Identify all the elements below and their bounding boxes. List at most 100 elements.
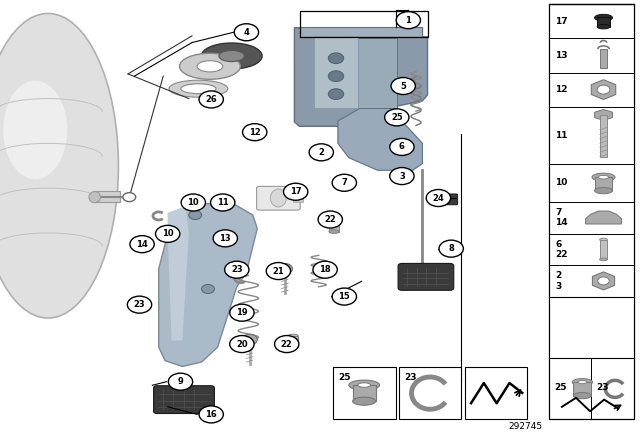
Text: 17: 17 xyxy=(556,17,568,26)
Circle shape xyxy=(385,109,409,126)
Text: 20: 20 xyxy=(236,340,248,349)
Ellipse shape xyxy=(353,397,376,405)
Bar xyxy=(300,11,428,37)
Ellipse shape xyxy=(3,81,67,179)
Circle shape xyxy=(328,71,344,82)
Circle shape xyxy=(597,85,610,94)
Ellipse shape xyxy=(595,14,612,21)
Text: 14: 14 xyxy=(136,240,148,249)
Bar xyxy=(600,49,607,68)
Bar xyxy=(600,240,607,259)
Ellipse shape xyxy=(181,84,216,94)
Text: 23: 23 xyxy=(596,383,609,392)
Text: 22: 22 xyxy=(281,340,292,349)
Text: 15: 15 xyxy=(339,292,350,301)
Text: 25: 25 xyxy=(338,373,351,382)
Text: 3: 3 xyxy=(399,172,404,181)
Ellipse shape xyxy=(288,334,298,338)
Circle shape xyxy=(277,263,292,274)
Ellipse shape xyxy=(179,53,241,79)
Text: 4: 4 xyxy=(243,28,250,37)
Circle shape xyxy=(199,91,223,108)
Text: 16: 16 xyxy=(205,410,217,419)
Bar xyxy=(329,220,339,232)
Ellipse shape xyxy=(600,258,607,261)
Text: 10: 10 xyxy=(162,229,173,238)
Circle shape xyxy=(130,236,154,253)
Circle shape xyxy=(156,225,180,242)
Text: 7: 7 xyxy=(342,178,347,187)
Bar xyxy=(399,367,461,419)
Circle shape xyxy=(275,336,299,353)
Text: 9: 9 xyxy=(178,377,183,386)
Circle shape xyxy=(390,168,414,185)
Text: 13: 13 xyxy=(556,51,568,60)
Polygon shape xyxy=(338,108,422,170)
Ellipse shape xyxy=(597,24,610,29)
Polygon shape xyxy=(168,206,189,340)
Circle shape xyxy=(211,194,235,211)
Ellipse shape xyxy=(592,173,615,181)
Ellipse shape xyxy=(349,380,380,390)
Circle shape xyxy=(328,89,344,99)
Text: 10: 10 xyxy=(188,198,199,207)
Text: 10: 10 xyxy=(556,178,568,187)
Polygon shape xyxy=(593,272,614,290)
Text: 17: 17 xyxy=(290,187,301,196)
Text: 19: 19 xyxy=(236,308,248,317)
Polygon shape xyxy=(595,109,612,120)
FancyBboxPatch shape xyxy=(398,263,454,290)
Bar xyxy=(465,367,527,419)
Bar xyxy=(293,194,303,202)
Circle shape xyxy=(284,183,308,200)
FancyBboxPatch shape xyxy=(154,386,214,414)
Bar xyxy=(333,367,396,419)
Ellipse shape xyxy=(358,383,371,387)
Bar xyxy=(288,336,298,347)
Ellipse shape xyxy=(169,80,228,97)
Bar xyxy=(353,385,376,401)
Circle shape xyxy=(332,174,356,191)
Polygon shape xyxy=(294,28,428,126)
Ellipse shape xyxy=(197,60,223,72)
Ellipse shape xyxy=(573,392,591,399)
Circle shape xyxy=(390,138,414,155)
Text: 23: 23 xyxy=(404,373,417,382)
Ellipse shape xyxy=(578,380,587,383)
Text: 13: 13 xyxy=(220,234,231,243)
Text: 7
14: 7 14 xyxy=(556,208,568,228)
Circle shape xyxy=(391,78,415,95)
FancyBboxPatch shape xyxy=(257,186,300,210)
Circle shape xyxy=(199,406,223,423)
Ellipse shape xyxy=(600,238,607,241)
Circle shape xyxy=(123,193,136,202)
Ellipse shape xyxy=(598,176,609,179)
Circle shape xyxy=(242,334,257,345)
Text: 22: 22 xyxy=(324,215,336,224)
Circle shape xyxy=(266,263,291,280)
Text: 12: 12 xyxy=(249,128,260,137)
Text: 2: 2 xyxy=(318,148,324,157)
Circle shape xyxy=(318,211,342,228)
Ellipse shape xyxy=(288,345,298,349)
Bar xyxy=(358,38,397,108)
Circle shape xyxy=(598,277,609,285)
Circle shape xyxy=(328,53,344,64)
Text: 8: 8 xyxy=(449,244,454,253)
Text: 25: 25 xyxy=(554,383,567,392)
Ellipse shape xyxy=(295,188,304,196)
Bar xyxy=(549,4,634,419)
Bar xyxy=(595,177,612,191)
Ellipse shape xyxy=(572,379,593,386)
Circle shape xyxy=(332,288,356,305)
Bar xyxy=(600,115,607,158)
Polygon shape xyxy=(159,204,257,366)
Circle shape xyxy=(202,284,214,293)
Ellipse shape xyxy=(329,219,339,223)
Text: 23: 23 xyxy=(134,300,145,309)
Polygon shape xyxy=(314,36,358,108)
Text: 6: 6 xyxy=(399,142,405,151)
Text: 6
22: 6 22 xyxy=(556,240,568,259)
Text: 25: 25 xyxy=(391,113,403,122)
Circle shape xyxy=(213,230,237,247)
